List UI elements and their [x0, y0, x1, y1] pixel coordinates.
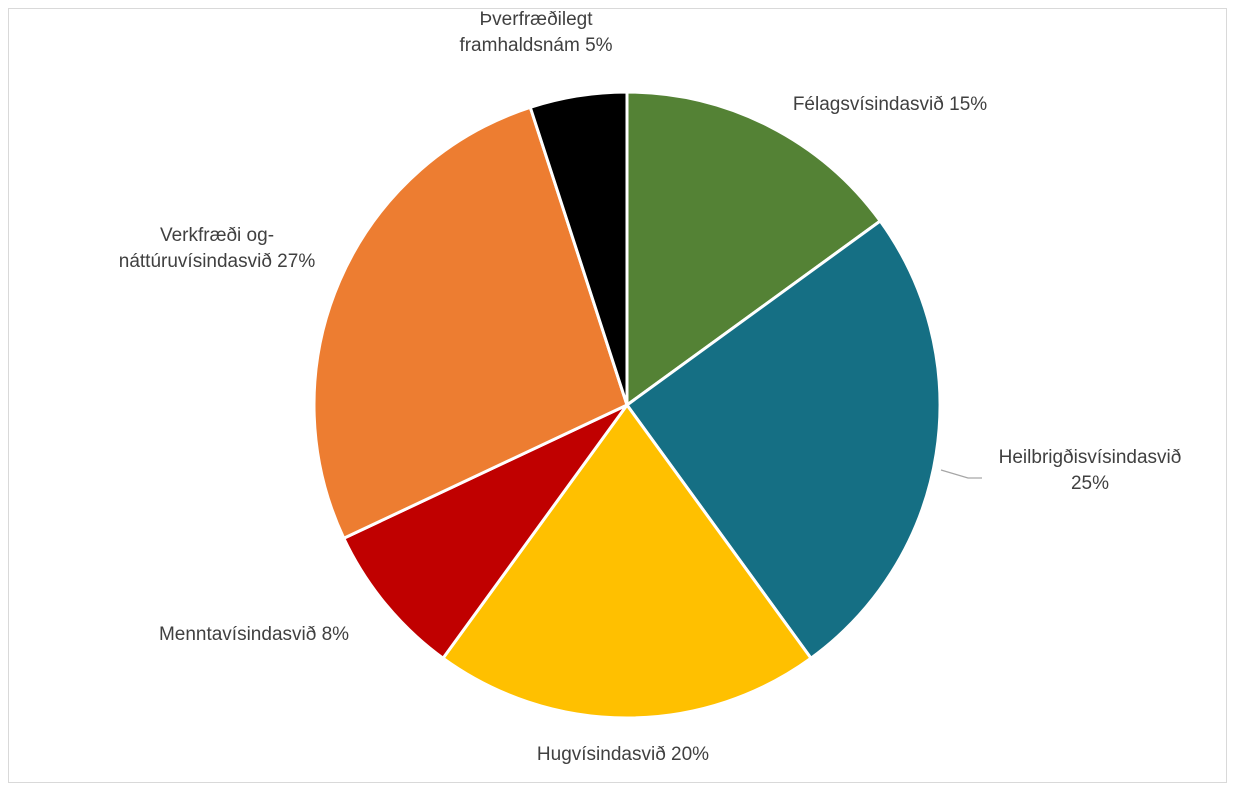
- slice-label-6: Þverfræðilegt framhaldsnám 5%: [459, 9, 612, 56]
- slice-label-2-line-2: 25%: [1071, 473, 1109, 494]
- pie-slice-3: [441, 403, 813, 720]
- slice-labels: Félagsvísindasvið 15% Heilbrigðisvísindas…: [119, 9, 1182, 765]
- slice-label-6-line-1: Þverfræðilegt: [480, 9, 594, 30]
- slice-label-4-line-1: Menntavísindasvið 8%: [159, 624, 349, 645]
- slice-label-3-line-1: Hugvísindasvið 20%: [537, 744, 709, 765]
- slice-label-3: Hugvísindasvið 20%: [537, 744, 709, 765]
- slice-label-5-line-2: náttúruvísindasvið 27%: [119, 251, 316, 272]
- pie-slice-6: [528, 90, 629, 407]
- pie-slice-1: [625, 90, 882, 407]
- leader-line-heilbrigdisvisindasvid: [940, 469, 982, 479]
- leader-lines: [940, 469, 982, 479]
- slice-label-2: Heilbrigðisvísindasvið 25%: [999, 447, 1182, 494]
- pie-slices: [312, 90, 942, 720]
- slice-label-6-line-2: framhaldsnám 5%: [459, 35, 612, 56]
- slice-label-5-line-1: Verkfræði og-: [160, 225, 274, 246]
- pie-slice-4: [342, 403, 629, 660]
- slice-label-1: Félagsvísindasvið 15%: [793, 94, 987, 115]
- slice-label-1-line-1: Félagsvísindasvið 15%: [793, 94, 987, 115]
- slice-label-5: Verkfræði og-náttúruvísindasvið 27%: [119, 225, 316, 272]
- pie-slice-5: [312, 105, 629, 540]
- pie-slice-2: [625, 219, 942, 660]
- slice-label-2-line-1: Heilbrigðisvísindasvið: [999, 447, 1182, 468]
- slice-label-4: Menntavísindasvið 8%: [159, 624, 349, 645]
